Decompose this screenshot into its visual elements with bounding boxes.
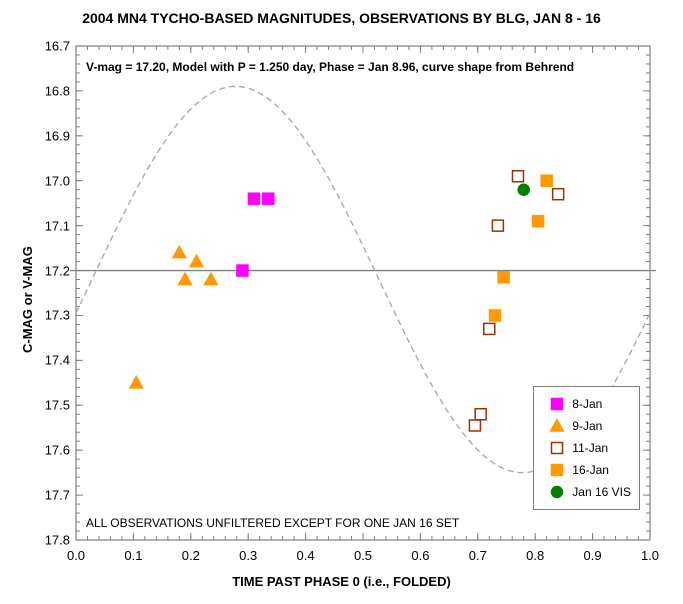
legend: 8-Jan 9-Jan 11-Jan 16-Jan Jan 16 VIS [533,386,640,510]
legend-label: 9-Jan [572,419,602,433]
data-point [173,246,186,257]
data-point [498,272,509,283]
data-point [248,193,259,204]
y-tick-label: 17.3 [38,308,70,323]
chart-title: 2004 MN4 TYCHO-BASED MAGNITUDES, OBSERVA… [0,10,683,26]
data-point [179,273,192,284]
data-point [553,189,564,200]
y-tick-label: 16.9 [38,128,70,143]
y-tick-label: 17.6 [38,443,70,458]
legend-label: 16-Jan [572,463,609,477]
x-tick-label: 0.7 [469,548,487,563]
legend-item: 9-Jan [542,415,631,437]
x-axis-label: TIME PAST PHASE 0 (i.e., FOLDED) [0,574,683,589]
data-point [469,420,480,431]
x-tick-label: 0.3 [239,548,257,563]
data-point [541,175,552,186]
y-tick-label: 17.0 [38,173,70,188]
legend-label: 11-Jan [572,441,608,455]
data-point [475,409,486,420]
y-tick-label: 17.5 [38,398,70,413]
y-tick-label: 17.8 [38,533,70,548]
legend-label: Jan 16 VIS [572,485,631,499]
data-point [492,220,503,231]
data-point [512,171,523,182]
data-point [490,310,501,321]
legend-label: 8-Jan [572,397,602,411]
legend-item: 11-Jan [542,437,631,459]
data-point [263,193,274,204]
data-point [190,255,203,266]
legend-item: 16-Jan [542,459,631,481]
x-tick-label: 0.8 [526,548,544,563]
legend-item: 8-Jan [542,393,631,415]
data-point [484,323,495,334]
data-point [518,184,529,195]
y-tick-label: 17.2 [38,263,70,278]
x-tick-label: 0.6 [411,548,429,563]
y-tick-label: 17.1 [38,218,70,233]
y-tick-label: 16.7 [38,39,70,54]
y-tick-label: 17.4 [38,353,70,368]
x-tick-label: 0.0 [67,548,85,563]
data-point [237,265,248,276]
x-tick-label: 1.0 [641,548,659,563]
x-tick-label: 0.2 [182,548,200,563]
data-point [130,376,143,387]
data-point [533,216,544,227]
x-tick-label: 0.1 [124,548,142,563]
x-tick-label: 0.9 [584,548,602,563]
legend-item: Jan 16 VIS [542,481,631,503]
y-tick-label: 16.8 [38,83,70,98]
x-tick-label: 0.4 [297,548,315,563]
y-axis-label: C-MAG or V-MAG [20,246,35,353]
y-tick-label: 17.7 [38,488,70,503]
data-point [205,273,218,284]
x-tick-label: 0.5 [354,548,372,563]
